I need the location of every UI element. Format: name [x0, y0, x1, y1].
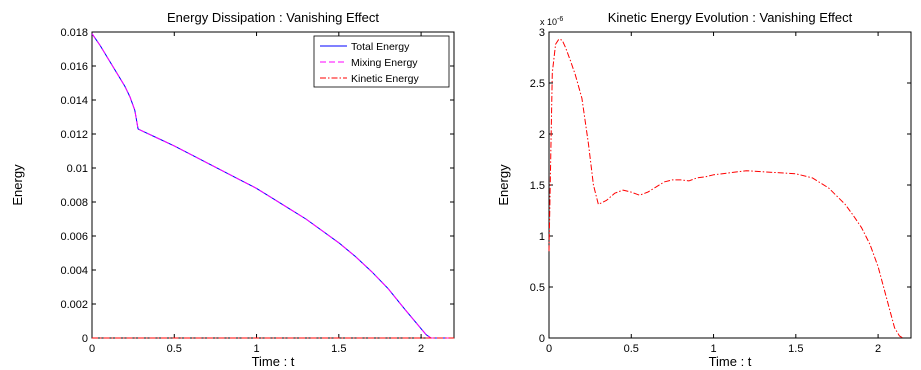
series-line [548, 38, 904, 339]
x-tick-label: 2 [875, 343, 881, 355]
x-tick-label: 1 [710, 343, 716, 355]
y-tick-label: 0.01 [67, 163, 88, 175]
y-axis-label: Energy [10, 164, 25, 206]
y-exponent-base: x 10 [540, 17, 557, 27]
y-tick-label: 2.5 [530, 78, 545, 90]
y-tick-label: 0.004 [60, 265, 88, 277]
y-tick-label: 0.014 [60, 95, 88, 107]
y-tick-label: 0.006 [60, 231, 88, 243]
x-axis-label: Time : t [709, 354, 752, 369]
kinetic-energy-evolution-chart: Kinetic Energy Evolution : Vanishing Eff… [496, 10, 912, 369]
y-tick-label: 0.008 [60, 197, 88, 209]
legend-label-total-energy: Total Energy [351, 41, 410, 53]
series-line-mixing-energy [91, 33, 454, 339]
x-tick-label: 1.5 [331, 343, 346, 355]
ticks-group: 0 0.5 1 1.5 2 0 0.002 0.004 0.006 0.008 0.01 0.012 0… [60, 27, 454, 355]
y-tick-label: 0 [82, 333, 88, 345]
y-axis-label: Energy [496, 164, 511, 206]
series-group [91, 33, 454, 339]
plot-area-frame [548, 31, 912, 339]
series-group [548, 38, 904, 339]
y-tick-label: 2 [539, 129, 545, 141]
chart-title: Energy Dissipation : Vanishing Effect [167, 10, 379, 25]
energy-dissipation-chart: Energy Dissipation : Vanishing Effect Ti… [10, 10, 455, 369]
y-tick-label: 0.002 [60, 299, 88, 311]
y-tick-label: 0.5 [530, 282, 545, 294]
x-tick-label: 0.5 [167, 343, 182, 355]
x-tick-label: 1.5 [788, 343, 803, 355]
y-tick-label: 0.012 [60, 129, 88, 141]
y-tick-label: 0 [539, 333, 545, 345]
x-tick-label: 0 [546, 343, 552, 355]
y-axis-exponent-label: x 10-6 [540, 16, 563, 27]
x-tick-label: 0.5 [624, 343, 639, 355]
y-tick-label: 1 [539, 231, 545, 243]
y-tick-label: 0.018 [60, 27, 88, 39]
chart-title: Kinetic Energy Evolution : Vanishing Eff… [608, 10, 853, 25]
y-tick-label: 1.5 [530, 180, 545, 192]
x-tick-label: 1 [253, 343, 259, 355]
legend-label-kinetic-energy: Kinetic Energy [351, 73, 419, 85]
x-tick-label: 0 [89, 343, 95, 355]
x-axis-label: Time : t [252, 354, 295, 369]
y-tick-label: 3 [539, 27, 545, 39]
x-tick-label: 2 [418, 343, 424, 355]
ticks-group: 0 0.5 1 1.5 2 0 0.5 1 1.5 2 2.5 3 [530, 27, 911, 355]
legend-label-mixing-energy: Mixing Energy [351, 57, 418, 69]
legend: Total Energy Mixing Energy Kinetic Energ… [313, 35, 450, 88]
y-tick-label: 0.016 [60, 61, 88, 73]
y-exponent-power: -6 [557, 16, 563, 23]
